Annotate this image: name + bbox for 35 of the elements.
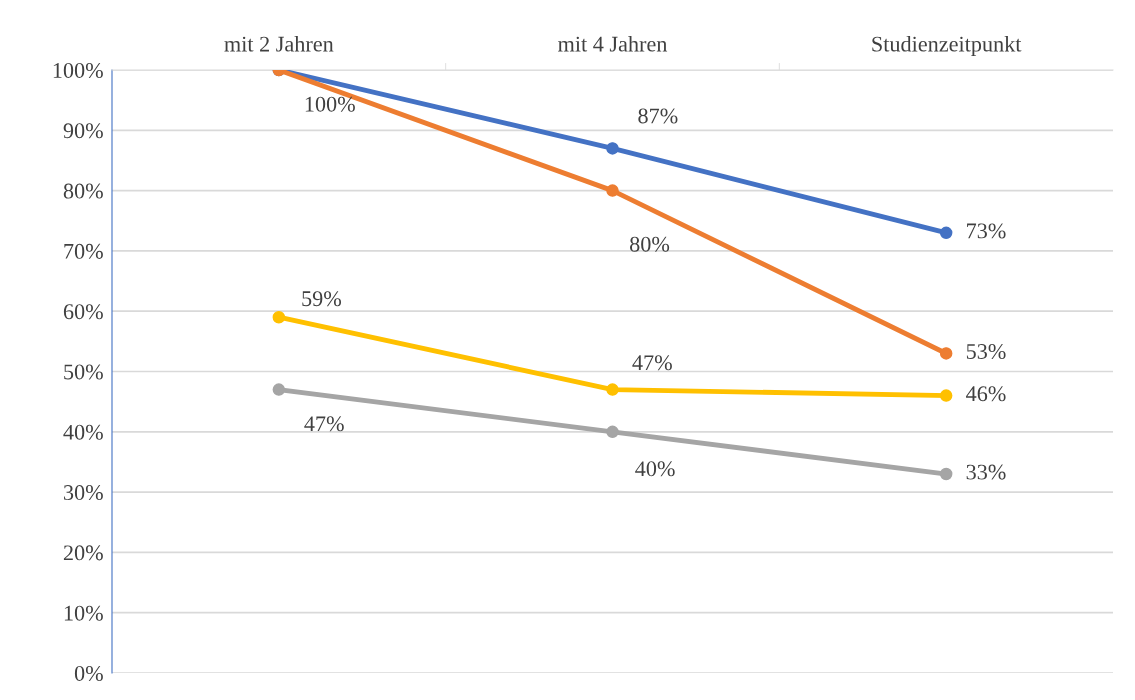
y-tick-label: 60% (63, 304, 103, 320)
point (606, 184, 619, 197)
y-tick-label: 40% (63, 424, 103, 440)
y-tick-label: 30% (64, 485, 103, 501)
y-tick-label: 50% (64, 364, 103, 380)
point (939, 347, 953, 360)
data-label: 53% (966, 343, 1006, 360)
data-label: 87% (638, 108, 678, 124)
data-label: 73% (967, 223, 1006, 239)
data-label: 46% (966, 386, 1006, 402)
y-tick-label: 0% (74, 665, 103, 681)
x-tick-label: mit 4 Jahren (558, 35, 668, 52)
y-tick-label: 100% (53, 62, 103, 78)
y-tick-label: 20% (63, 545, 103, 561)
data-label: 40% (635, 461, 675, 477)
point (606, 383, 619, 396)
data-label: 47% (304, 416, 344, 432)
point (939, 467, 953, 481)
x-tick-label: Studienzeitpunkt (872, 35, 1022, 57)
data-label: 80% (630, 236, 670, 252)
y-tick-label: 80% (63, 183, 103, 199)
point (272, 310, 286, 324)
y-tick-label: 10% (64, 605, 103, 621)
y-tick-label: 70% (64, 243, 103, 259)
data-label: 47% (632, 355, 672, 371)
x-tick-label: mit 2 Jahren (224, 35, 334, 52)
point (939, 389, 953, 402)
point (606, 142, 619, 155)
data-label: 59% (302, 291, 342, 307)
data-label: 100% (305, 96, 355, 112)
point (606, 425, 619, 439)
point (272, 383, 286, 396)
data-label: 33% (966, 464, 1006, 480)
point (939, 226, 953, 240)
y-tick-label: 90% (63, 123, 103, 139)
